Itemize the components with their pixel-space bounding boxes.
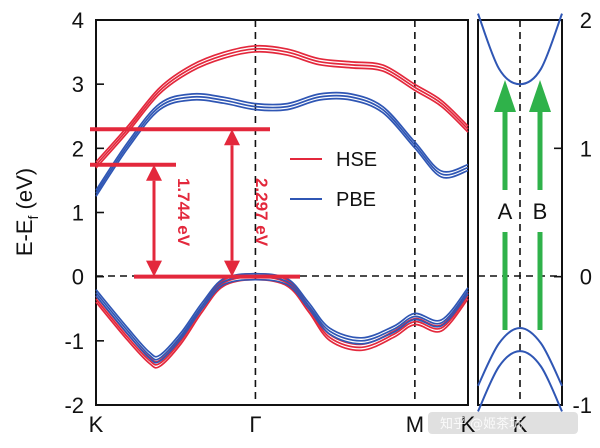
zoom-y-tick-label: 0 — [580, 265, 592, 290]
legend-pbe-label: PBE — [336, 189, 376, 211]
gap-label: 2.297 eV — [252, 178, 271, 247]
zoom-x-tick-label: K — [513, 412, 528, 437]
zoom-bands — [477, 13, 563, 412]
x-tick-label: M — [406, 412, 424, 437]
y-axis-title: E-Ef (eV) — [12, 168, 41, 256]
band-line — [95, 97, 469, 197]
y-tick-label: 0 — [72, 265, 84, 290]
gap-label: 1.744 eV — [174, 178, 193, 247]
band-line — [95, 50, 469, 169]
zoom-band-line — [477, 350, 563, 412]
y-tick-label: 4 — [72, 8, 84, 33]
transition-b: B — [529, 80, 551, 330]
band-line — [95, 272, 469, 358]
main-plot-frame — [95, 19, 469, 406]
zoom-y-ticks: -1 0 1 2 — [554, 8, 592, 418]
band-line — [95, 91, 469, 191]
legend: HSE PBE — [290, 149, 377, 211]
x-tick-label: Γ — [249, 412, 261, 437]
transition-a: A — [494, 80, 516, 330]
band-line — [95, 94, 469, 194]
gap-arrow-1 — [146, 164, 162, 277]
band-line — [95, 44, 469, 163]
watermark: 知乎 @姬茶坑 — [428, 412, 578, 434]
main-y-ticks: -2 -1 0 1 2 3 4 — [64, 8, 104, 418]
gap-annotations: 1.744 eV 2.297 eV — [90, 127, 300, 279]
transition-label: A — [498, 199, 513, 224]
zoom-y-tick-label: -1 — [572, 393, 592, 418]
y-tick-label: 2 — [72, 136, 84, 161]
watermark-backdrop — [428, 412, 578, 434]
y-tick-label: -1 — [64, 329, 84, 354]
x-tick-label: K — [89, 412, 104, 437]
x-tick-label: K — [461, 412, 476, 437]
transition-label: B — [533, 199, 548, 224]
zoom-y-tick-label: 2 — [580, 8, 592, 33]
legend-hse-label: HSE — [336, 149, 377, 171]
y-tick-label: 1 — [72, 201, 84, 226]
y-tick-label: -2 — [64, 393, 84, 418]
zoom-band-line — [477, 13, 563, 86]
zoom-x-ticks: K — [513, 412, 528, 437]
y-tick-label: 3 — [72, 72, 84, 97]
band-line — [95, 278, 469, 364]
zoom-y-tick-label: 1 — [580, 136, 592, 161]
zoom-band-line — [477, 326, 563, 387]
gap-arrow-2 — [224, 129, 240, 277]
watermark-text: 知乎 @姬茶坑 — [440, 416, 522, 432]
band-line — [95, 47, 469, 166]
